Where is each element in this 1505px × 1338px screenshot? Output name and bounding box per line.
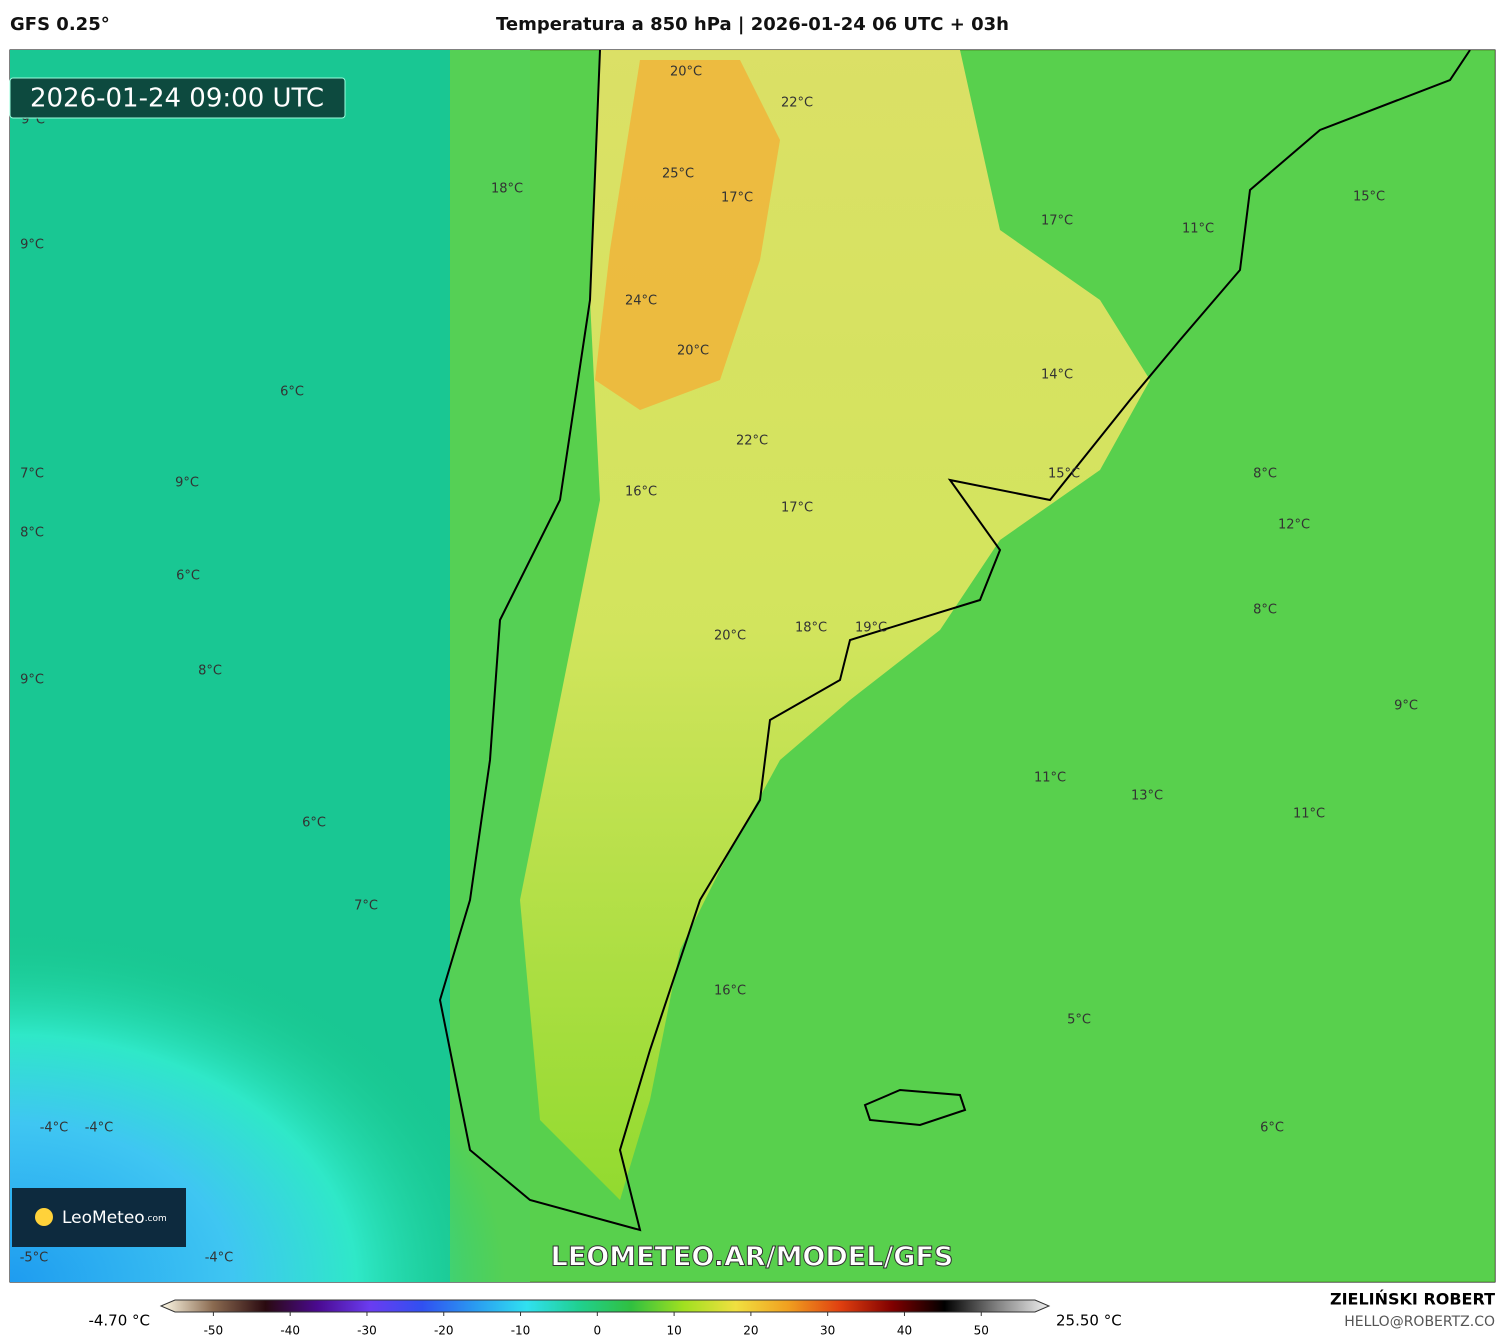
logo-suffix: .com: [145, 1214, 167, 1224]
temperature-label: 9°C: [20, 238, 44, 253]
temperature-label: 22°C: [781, 96, 813, 111]
temperature-label: 8°C: [1253, 467, 1277, 482]
temperature-label: 9°C: [175, 476, 199, 491]
temperature-label: 20°C: [714, 629, 746, 644]
map-title: Temperatura a 850 hPa | 2026-01-24 06 UT…: [495, 14, 1009, 35]
timestamp-box: [9, 77, 346, 119]
temperature-label: 15°C: [1048, 467, 1080, 482]
colorbar-tick-label: 50: [974, 1324, 989, 1338]
model-name: GFS 0.25°: [10, 14, 110, 35]
logo-name: LeoMeteo: [62, 1208, 145, 1228]
colorbar-tick-label: -40: [280, 1324, 300, 1338]
temperature-label: -4°C: [40, 1121, 69, 1136]
temperature-label: 6°C: [302, 816, 326, 831]
andes-hot: [595, 60, 780, 410]
temperature-label: 9°C: [1394, 699, 1418, 714]
temperature-label: 11°C: [1182, 222, 1214, 237]
colorbar-tick-label: 0: [594, 1324, 602, 1338]
temperature-label: 17°C: [781, 501, 813, 516]
temperature-label: 8°C: [1253, 603, 1277, 618]
logo: LeoMeteo.com: [62, 1208, 167, 1228]
temperature-label: 16°C: [625, 485, 657, 500]
temperature-label: 8°C: [20, 526, 44, 541]
temperature-label: 16°C: [714, 984, 746, 999]
temperature-label: 7°C: [354, 899, 378, 914]
temperature-label: 17°C: [721, 191, 753, 206]
colorbar-tick-label: -30: [357, 1324, 377, 1338]
colorbar-bar: [159, 1299, 1051, 1313]
temperature-label: 20°C: [677, 344, 709, 359]
temperature-label: 14°C: [1041, 368, 1073, 383]
temperature-label: 6°C: [176, 569, 200, 584]
temperature-label: 8°C: [198, 664, 222, 679]
temperature-label: 22°C: [736, 434, 768, 449]
temperature-label: -4°C: [205, 1251, 234, 1266]
temperature-label: 13°C: [1131, 789, 1163, 804]
temperature-label: 11°C: [1293, 807, 1325, 822]
colorbar-min: -4.70 °C: [88, 1312, 150, 1330]
temperature-label: 25°C: [662, 167, 694, 182]
temperature-label: 11°C: [1034, 771, 1066, 786]
temperature-label: 18°C: [491, 182, 523, 197]
colorbar-tick-label: -20: [434, 1324, 454, 1338]
colorbar-tick-label: 10: [666, 1324, 681, 1338]
temperature-label: 12°C: [1278, 518, 1310, 533]
temperature-label: 20°C: [670, 65, 702, 80]
coastline: [438, 49, 1471, 1232]
logo-sun: [35, 1208, 53, 1226]
temperature-label: 7°C: [20, 467, 44, 482]
colorbar-tick-label: -50: [204, 1324, 224, 1338]
islands: [863, 1088, 967, 1127]
temperature-label: 15°C: [1353, 190, 1385, 205]
temperature-label: 6°C: [1260, 1121, 1284, 1136]
temperature-label: -5°C: [20, 1251, 49, 1266]
temperature-label: 18°C: [795, 621, 827, 636]
temperature-label: 6°C: [280, 385, 304, 400]
colorbar-tick-label: 40: [897, 1324, 912, 1338]
timestamp: 2026-01-24 09:00 UTC: [30, 84, 324, 114]
colorbar-max: 25.50 °C: [1056, 1312, 1122, 1330]
temperature-label: 17°C: [1041, 214, 1073, 229]
temperature-label: 19°C: [855, 621, 887, 636]
temperature-label: -4°C: [85, 1121, 114, 1136]
colorbar: -50 -40 -30 -20 -10 0 10 20 30 40 50: [159, 1299, 1051, 1338]
colorbar-tick-label: 20: [743, 1324, 758, 1338]
colorbar-tick-label: 30: [820, 1324, 835, 1338]
watermark: LEOMETEO.AR/MODEL/GFS: [551, 1242, 954, 1273]
temperature-label: 5°C: [1067, 1013, 1091, 1028]
temperature-label: 24°C: [625, 294, 657, 309]
credit-email: HELLO@ROBERTZ.CO: [1344, 1314, 1495, 1330]
credit-author: ZIELIŃSKI ROBERT: [1330, 1290, 1495, 1309]
temperature-label: 9°C: [20, 673, 44, 688]
colorbar-tick-label: -10: [511, 1324, 531, 1338]
